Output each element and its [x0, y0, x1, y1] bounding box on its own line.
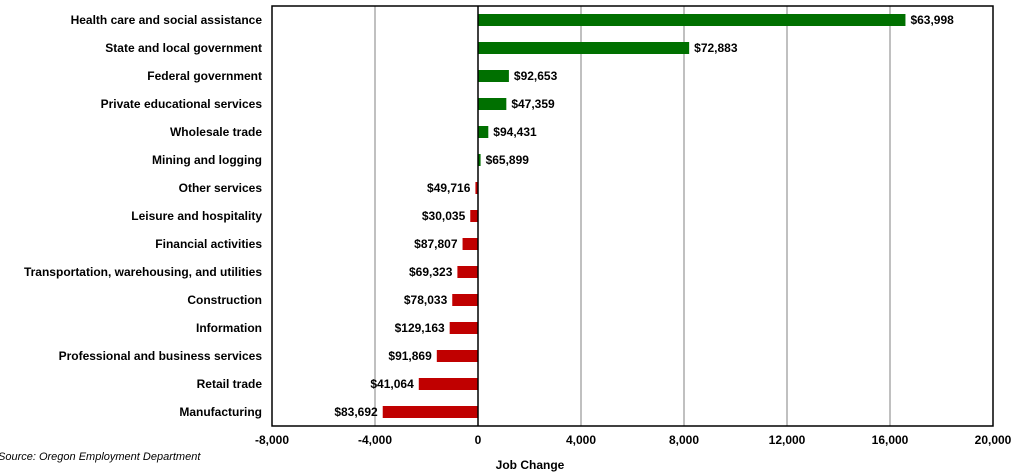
bar	[436, 350, 478, 362]
x-tick-label: 16,000	[872, 433, 909, 447]
data-label: $94,431	[493, 125, 537, 139]
data-label: $30,035	[422, 209, 466, 223]
bar	[478, 70, 509, 82]
bar	[475, 182, 478, 194]
category-label: Transportation, warehousing, and utiliti…	[24, 265, 262, 279]
category-labels: Health care and social assistance State a…	[24, 13, 262, 419]
bar	[478, 154, 481, 166]
category-label: Professional and business services	[59, 349, 263, 363]
category-label: Retail trade	[197, 377, 263, 391]
data-label: $41,064	[370, 377, 414, 391]
bar	[452, 294, 478, 306]
bars	[382, 14, 906, 418]
bar	[478, 42, 690, 54]
plot-frame	[271, 5, 994, 427]
plot-area	[272, 6, 993, 426]
category-label: Other services	[179, 181, 263, 195]
category-label: Manufacturing	[179, 405, 262, 419]
data-label: $87,807	[414, 237, 458, 251]
bar	[418, 378, 478, 390]
data-labels: $63,998 $72,883 $92,653 $47,359 $94,431 $65,8…	[334, 13, 954, 419]
data-label: $65,899	[486, 153, 530, 167]
data-label: $49,716	[427, 181, 471, 195]
x-tick-label: -8,000	[255, 433, 289, 447]
grid-lines	[374, 6, 891, 426]
x-axis-title: Job Change	[496, 458, 565, 472]
data-label: $91,869	[388, 349, 432, 363]
x-tick-label: 20,000	[975, 433, 1012, 447]
data-label: $69,323	[409, 265, 453, 279]
data-label: $72,883	[694, 41, 738, 55]
bar	[382, 406, 478, 418]
category-label: Wholesale trade	[170, 125, 262, 139]
bar	[470, 210, 478, 222]
x-tick-label: 12,000	[769, 433, 806, 447]
data-label: $78,033	[404, 293, 448, 307]
bar	[449, 322, 478, 334]
data-label: $92,653	[514, 69, 558, 83]
bar	[478, 98, 507, 110]
category-label: Federal government	[147, 69, 262, 83]
category-label: Health care and social assistance	[71, 13, 263, 27]
x-tick-label: 0	[475, 433, 482, 447]
category-label: Leisure and hospitality	[131, 209, 262, 223]
data-label: $129,163	[395, 321, 445, 335]
category-label: Private educational services	[101, 97, 263, 111]
category-label: Construction	[187, 293, 262, 307]
data-label: $83,692	[334, 405, 378, 419]
category-label: State and local government	[105, 41, 262, 55]
bar	[457, 266, 478, 278]
bar	[462, 238, 478, 250]
data-label: $63,998	[910, 13, 954, 27]
source-note: Source: Oregon Employment Department	[0, 451, 201, 463]
category-label: Mining and logging	[152, 153, 262, 167]
category-label: Information	[196, 321, 262, 335]
bar	[478, 126, 489, 138]
x-tick-labels: -8,000 -4,000 0 4,000 8,000 12,000 16,000 20,00…	[255, 433, 1012, 447]
data-label: $47,359	[511, 97, 555, 111]
x-tick-label: -4,000	[358, 433, 392, 447]
bar	[478, 14, 906, 26]
x-tick-label: 4,000	[566, 433, 596, 447]
x-tick-label: 8,000	[669, 433, 699, 447]
category-label: Financial activities	[155, 237, 262, 251]
